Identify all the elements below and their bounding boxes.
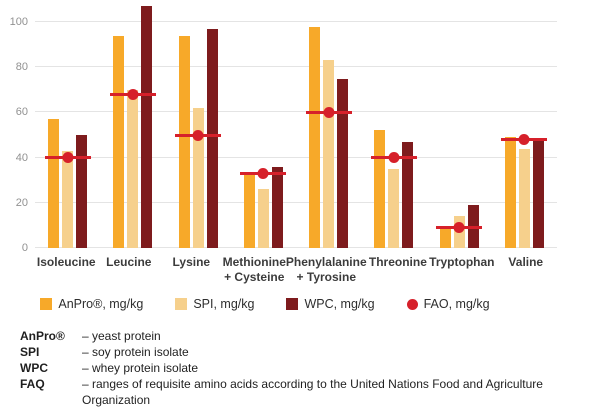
bar-spi xyxy=(388,168,400,248)
footnote-term: AnPro® xyxy=(20,329,65,343)
footnote-desc: – yeast protein xyxy=(82,329,161,343)
fao-dot-icon xyxy=(406,298,418,310)
bar-group xyxy=(100,0,165,248)
wpc-swatch-icon xyxy=(286,298,299,310)
y-axis-tick-label: 100 xyxy=(9,16,28,28)
x-axis-label: Valine xyxy=(508,255,544,269)
bar-wpc xyxy=(76,135,88,248)
bar-spi xyxy=(518,148,530,248)
y-axis-tick-label: 60 xyxy=(15,106,28,119)
anpro-swatch-icon xyxy=(40,298,53,310)
bar-anpro xyxy=(439,227,451,248)
x-axis-label: Phenylalanine + Tyrosine xyxy=(285,255,367,284)
y-axis-tick-label: 20 xyxy=(15,196,28,209)
gridline xyxy=(35,156,557,158)
x-axis-label: Tryptophan xyxy=(429,255,495,269)
fao-range-dot xyxy=(192,129,204,141)
bar-wpc xyxy=(337,78,349,248)
y-axis-tick-label: 40 xyxy=(15,151,28,164)
bar-spi xyxy=(127,89,139,248)
footnote-desc: – soy protein isolate xyxy=(82,345,189,359)
legend-item-wpc: WPC, mg/kg xyxy=(286,297,375,311)
bar-wpc xyxy=(271,166,283,248)
bar-anpro xyxy=(504,137,516,248)
fao-range-dot xyxy=(323,106,335,118)
bar-group xyxy=(166,0,231,248)
x-axis-label: Methionine + Cysteine xyxy=(222,255,286,284)
legend-label-fao: FAO, mg/kg xyxy=(423,297,490,311)
gridline xyxy=(35,66,557,68)
bar-spi xyxy=(323,60,335,248)
plot-area xyxy=(35,0,557,248)
x-axis-label: Lysine xyxy=(172,255,211,269)
fao-range-dot xyxy=(388,152,400,164)
bar-anpro xyxy=(48,119,60,248)
bar-groups xyxy=(35,0,557,248)
footnotes: AnPro® – yeast protein SPI – soy protein… xyxy=(20,328,590,408)
spi-swatch-icon xyxy=(175,298,188,310)
legend-item-anpro: AnPro®, mg/kg xyxy=(40,297,143,311)
bar-anpro xyxy=(309,26,321,248)
gridline xyxy=(35,201,557,203)
bar-wpc xyxy=(141,6,153,248)
legend-label-anpro: AnPro®, mg/kg xyxy=(58,297,144,311)
bar-group xyxy=(427,0,492,248)
bar-anpro xyxy=(374,130,386,248)
fao-range-dot xyxy=(127,88,139,100)
x-axis: Isoleucine Leucine Lysine Methionine + Cyst… xyxy=(35,255,557,285)
bar-group xyxy=(492,0,557,248)
bar-group xyxy=(35,0,100,248)
footnote-term: FAQ xyxy=(20,377,45,391)
bar-spi xyxy=(192,107,204,248)
legend-item-fao: FAO, mg/kg xyxy=(406,297,490,311)
bar-anpro xyxy=(113,35,125,248)
footnote-row: WPC – whey protein isolate xyxy=(20,360,590,376)
x-axis-label: Threonine xyxy=(368,255,427,269)
footnote-term: WPC xyxy=(20,361,48,375)
bar-wpc xyxy=(206,28,218,248)
fao-range-dot xyxy=(62,152,74,164)
bar-group xyxy=(296,0,361,248)
fao-range-dot xyxy=(518,134,530,146)
footnote-desc: – whey protein isolate xyxy=(82,361,199,375)
gridline xyxy=(35,111,557,113)
x-axis-label: Isoleucine xyxy=(36,255,96,269)
bar-spi xyxy=(257,189,269,248)
gridline xyxy=(35,247,557,248)
bar-group xyxy=(361,0,426,248)
bar-anpro xyxy=(178,35,190,248)
footnote-term: SPI xyxy=(20,345,40,359)
bar-wpc xyxy=(532,139,544,248)
bar-wpc xyxy=(402,141,414,248)
gridline xyxy=(35,21,557,22)
bar-spi xyxy=(62,150,74,248)
footnote-desc: – ranges of requisite amino acids accord… xyxy=(82,377,543,407)
fao-range-dot xyxy=(257,167,269,179)
y-axis: 0 20 40 60 80 100 xyxy=(0,0,28,254)
footnote-row: SPI – soy protein isolate xyxy=(20,344,590,360)
legend: AnPro®, mg/kg SPI, mg/kg WPC, mg/kg FAO,… xyxy=(0,297,530,311)
legend-item-spi: SPI, mg/kg xyxy=(175,297,254,311)
footnote-row: AnPro® – yeast protein xyxy=(20,328,590,344)
y-axis-tick-label: 80 xyxy=(15,61,28,74)
legend-label-spi: SPI, mg/kg xyxy=(193,297,255,311)
legend-label-wpc: WPC, mg/kg xyxy=(304,297,375,311)
bar-group xyxy=(231,0,296,248)
bar-anpro xyxy=(243,173,255,248)
y-axis-tick-label: 0 xyxy=(21,242,28,254)
x-axis-label: Leucine xyxy=(106,255,152,269)
footnote-row: FAQ – ranges of requisite amino acids ac… xyxy=(20,376,590,408)
fao-range-dot xyxy=(453,222,465,234)
